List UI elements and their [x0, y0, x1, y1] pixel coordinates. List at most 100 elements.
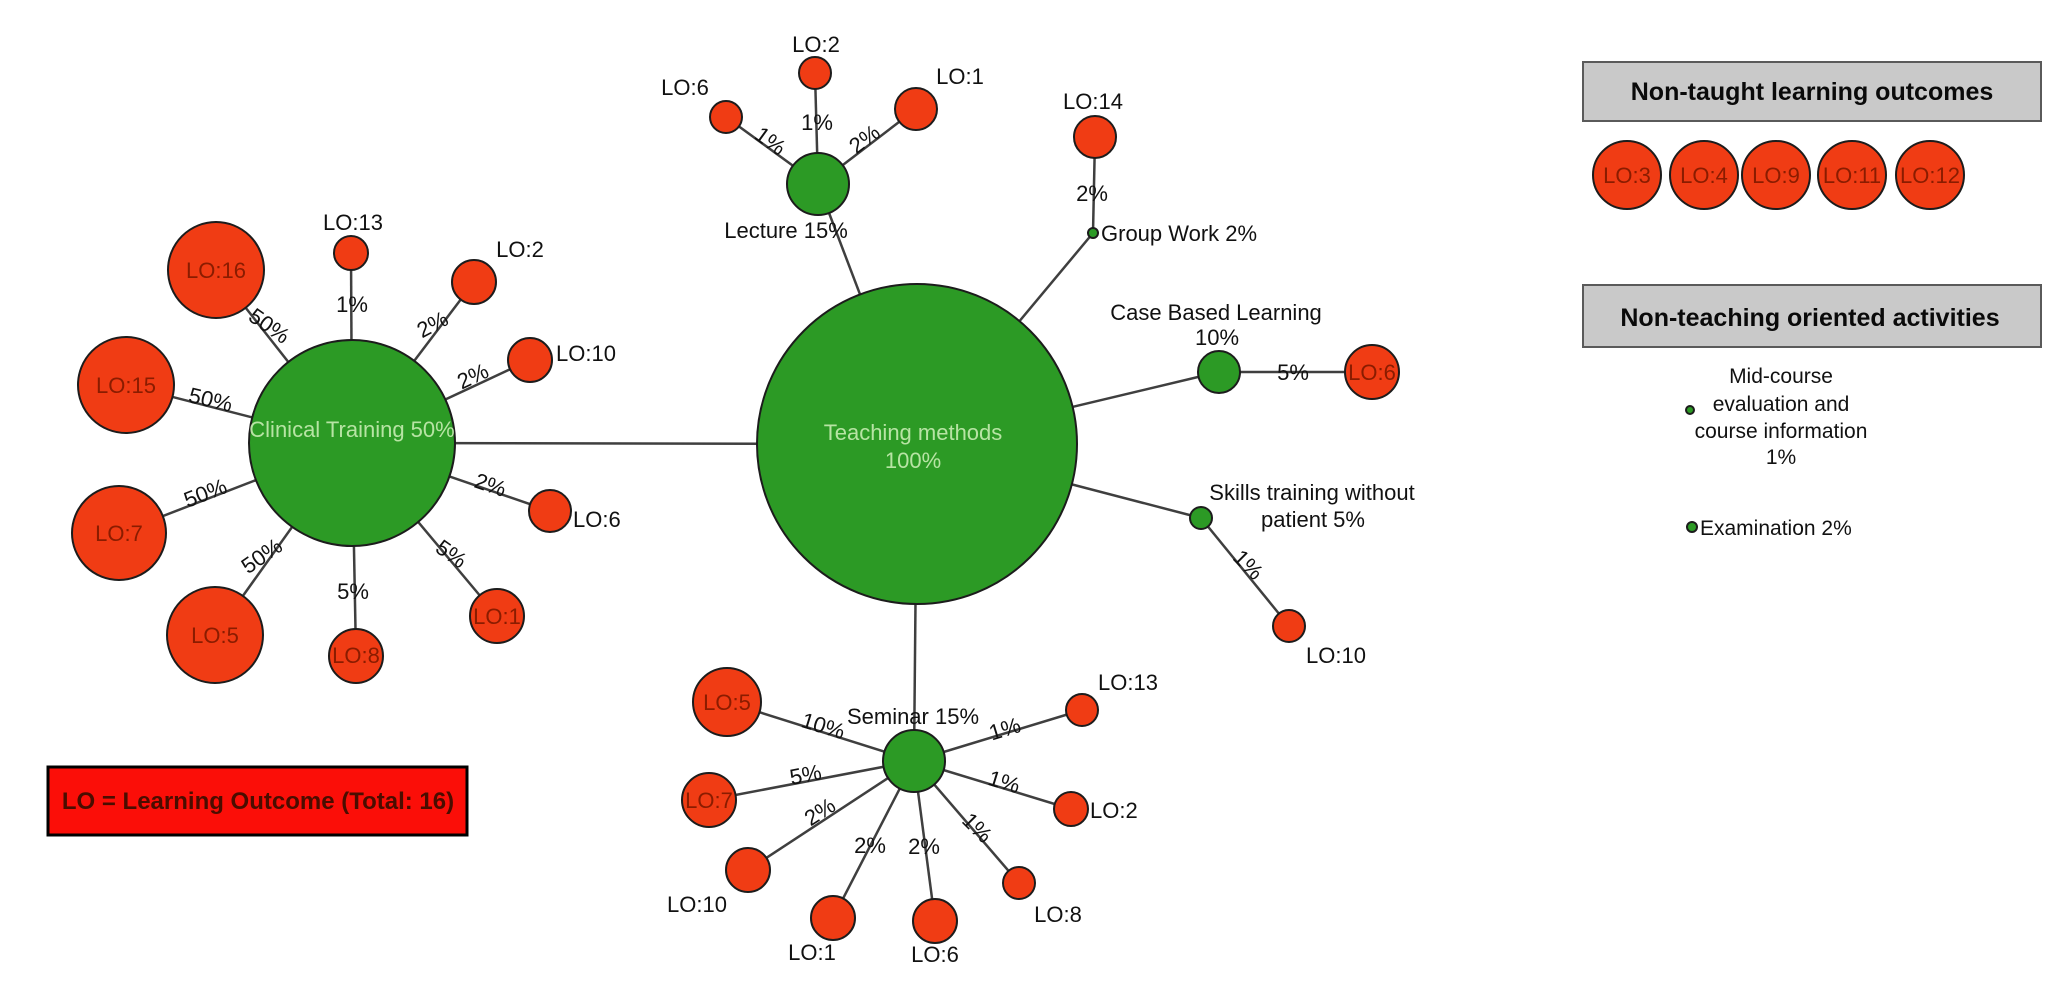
- groupwork-lo14-node: [1073, 115, 1117, 159]
- clinical-lo7-label: LO:7: [95, 521, 143, 546]
- clinical-lo16-node: [167, 221, 265, 319]
- skills-lo10-pct: 1%: [1228, 545, 1268, 585]
- seminar-lo2-node: [1053, 791, 1089, 827]
- seminar-lo8-node: [1002, 866, 1036, 900]
- case-based-learning-label-line2: 10%: [1195, 325, 1239, 350]
- cluster-lecture: Lecture 15% LO:6 1% LO:2 1% LO:1 2%: [661, 32, 984, 243]
- group-work-label: Group Work 2%: [1101, 221, 1257, 246]
- lecture-lo2-node: [798, 56, 832, 90]
- clinical-lo1-node: [469, 588, 525, 644]
- clinical-lo5-label: LO:5: [191, 623, 239, 648]
- nontaught-lo9-node: [1741, 140, 1811, 210]
- legend-text: LO = Learning Outcome (Total: 16): [62, 788, 454, 815]
- lecture-lo6-pct: 1%: [750, 121, 790, 160]
- seminar-lo7-node: [681, 772, 737, 828]
- seminar-lo8-label: LO:8: [1034, 902, 1082, 927]
- skills-lo10-node: [1272, 609, 1306, 643]
- examination-label: Examination 2%: [1700, 517, 1852, 540]
- seminar-lo5-pct: 10%: [798, 707, 847, 744]
- clinical-lo6-label: LO:6: [573, 507, 621, 532]
- hub-teaching-methods: Teaching methods 100%: [756, 283, 1078, 605]
- clinical-lo8-label: LO:8: [332, 643, 380, 668]
- lecture-lo6-node: [709, 100, 743, 134]
- case-based-learning-label-line1: Case Based Learning: [1110, 300, 1322, 325]
- clinical-lo7-node: [71, 485, 167, 581]
- clinical-lo15-label: LO:15: [96, 373, 156, 398]
- clinical-lo7-pct: 50%: [180, 473, 230, 512]
- clinical-lo8-pct: 5%: [337, 579, 369, 604]
- lecture-label: Lecture 15%: [724, 218, 848, 243]
- clinical-lo13-pct: 1%: [336, 292, 368, 317]
- nontaught-lo11-label: LO:11: [1823, 163, 1881, 188]
- lecture-lo2-label: LO:2: [792, 32, 840, 57]
- seminar-lo13-label: LO:13: [1098, 670, 1158, 695]
- teaching-methods-label-line2: 100%: [885, 448, 941, 473]
- seminar-lo1-label: LO:1: [788, 940, 836, 965]
- cluster-seminar: Seminar 15% LO:5 10% LO:7 5% LO:10 2% LO…: [667, 667, 1158, 967]
- groupwork-lo14-label: LO:14: [1063, 89, 1123, 114]
- seminar-lo6-label: LO:6: [911, 942, 959, 967]
- legend-box: [46, 765, 469, 837]
- skills-training-label-line2: patient 5%: [1261, 507, 1365, 532]
- clinical-training-label: Clinical Training 50%: [249, 417, 454, 442]
- clinical-lo2-node: [451, 259, 497, 305]
- cluster-clinical-training: Clinical Training 50% LO:16 50% LO:15 50…: [71, 210, 621, 684]
- nontaught-lo12-label: LO:12: [1900, 163, 1960, 188]
- seminar-node: [882, 729, 946, 793]
- clinical-lo13-label: LO:13: [323, 210, 383, 235]
- seminar-lo6-node: [912, 898, 958, 944]
- clinical-lo10-pct: 2%: [453, 358, 492, 394]
- nontaught-lo12-node: [1895, 140, 1965, 210]
- nontaught-lo4-node: [1669, 140, 1739, 210]
- groupwork-lo14-pct: 2%: [1076, 181, 1108, 206]
- skills-training-node: [1189, 506, 1213, 530]
- cluster-case-based-learning: Case Based Learning 10% LO:6 5%: [1110, 300, 1400, 400]
- seminar-lo1-pct: 2%: [854, 833, 886, 858]
- non-taught-header-title: Non-taught learning outcomes: [1631, 78, 1994, 106]
- seminar-lo5-label: LO:5: [703, 690, 751, 715]
- mid-course-label-line3: course information: [1695, 420, 1868, 443]
- clinical-lo1-pct: 5%: [431, 534, 471, 573]
- teaching-methods-label-line1: Teaching methods: [824, 420, 1003, 445]
- lecture-lo1-label: LO:1: [936, 64, 984, 89]
- nontaught-lo11-node: [1817, 140, 1887, 210]
- seminar-lo2-label: LO:2: [1090, 798, 1138, 823]
- edge-skills-lo10: [1200, 517, 1290, 627]
- mid-course-label-line4: 1%: [1766, 446, 1796, 469]
- nontaught-lo9-label: LO:9: [1752, 163, 1800, 188]
- nontaught-lo3-label: LO:3: [1603, 163, 1651, 188]
- clinical-lo15-node: [77, 336, 175, 434]
- group-work-node: [1087, 227, 1099, 239]
- non-taught-header-box: [1582, 61, 2042, 122]
- panel-non-taught: Non-taught learning outcomes LO:3 LO:4 L…: [1582, 61, 2042, 210]
- clinical-lo5-node: [166, 586, 264, 684]
- seminar-lo13-pct: 1%: [986, 712, 1024, 745]
- clinical-lo15-pct: 50%: [186, 383, 235, 417]
- lecture-node: [786, 152, 850, 216]
- clinical-lo2-label: LO:2: [496, 237, 544, 262]
- clinical-lo6-node: [528, 489, 572, 533]
- cluster-group-work: Group Work 2% LO:14 2%: [1063, 89, 1257, 246]
- teaching-methods-node: [756, 283, 1078, 605]
- mid-course-label-line2: evaluation and: [1713, 393, 1850, 416]
- cbl-lo6-pct: 5%: [1277, 360, 1309, 385]
- clinical-training-node: [248, 339, 456, 547]
- seminar-lo10-node: [725, 847, 771, 893]
- seminar-lo13-node: [1065, 693, 1099, 727]
- seminar-lo10-pct: 2%: [800, 793, 840, 831]
- clinical-lo2-pct: 2%: [413, 306, 453, 343]
- legend: LO = Learning Outcome (Total: 16): [46, 765, 469, 837]
- clinical-lo16-pct: 50%: [244, 303, 294, 349]
- seminar-lo6-pct: 2%: [908, 834, 940, 859]
- clinical-lo16-label: LO:16: [186, 258, 246, 283]
- panel-non-teaching: Non-teaching oriented activities Mid-cou…: [1582, 284, 2042, 540]
- lecture-lo1-pct: 2%: [844, 119, 884, 158]
- clinical-lo8-node: [328, 628, 384, 684]
- cluster-skills-training: Skills training without patient 5% LO:10…: [1189, 480, 1415, 668]
- cbl-lo6-label: LO:6: [1348, 360, 1396, 385]
- non-teaching-header-box: [1582, 284, 2042, 348]
- lecture-lo1-node: [894, 87, 938, 131]
- nontaught-lo4-label: LO:4: [1680, 163, 1728, 188]
- edge-seminar-lo10: [747, 759, 915, 872]
- lecture-lo2-pct: 1%: [801, 110, 833, 135]
